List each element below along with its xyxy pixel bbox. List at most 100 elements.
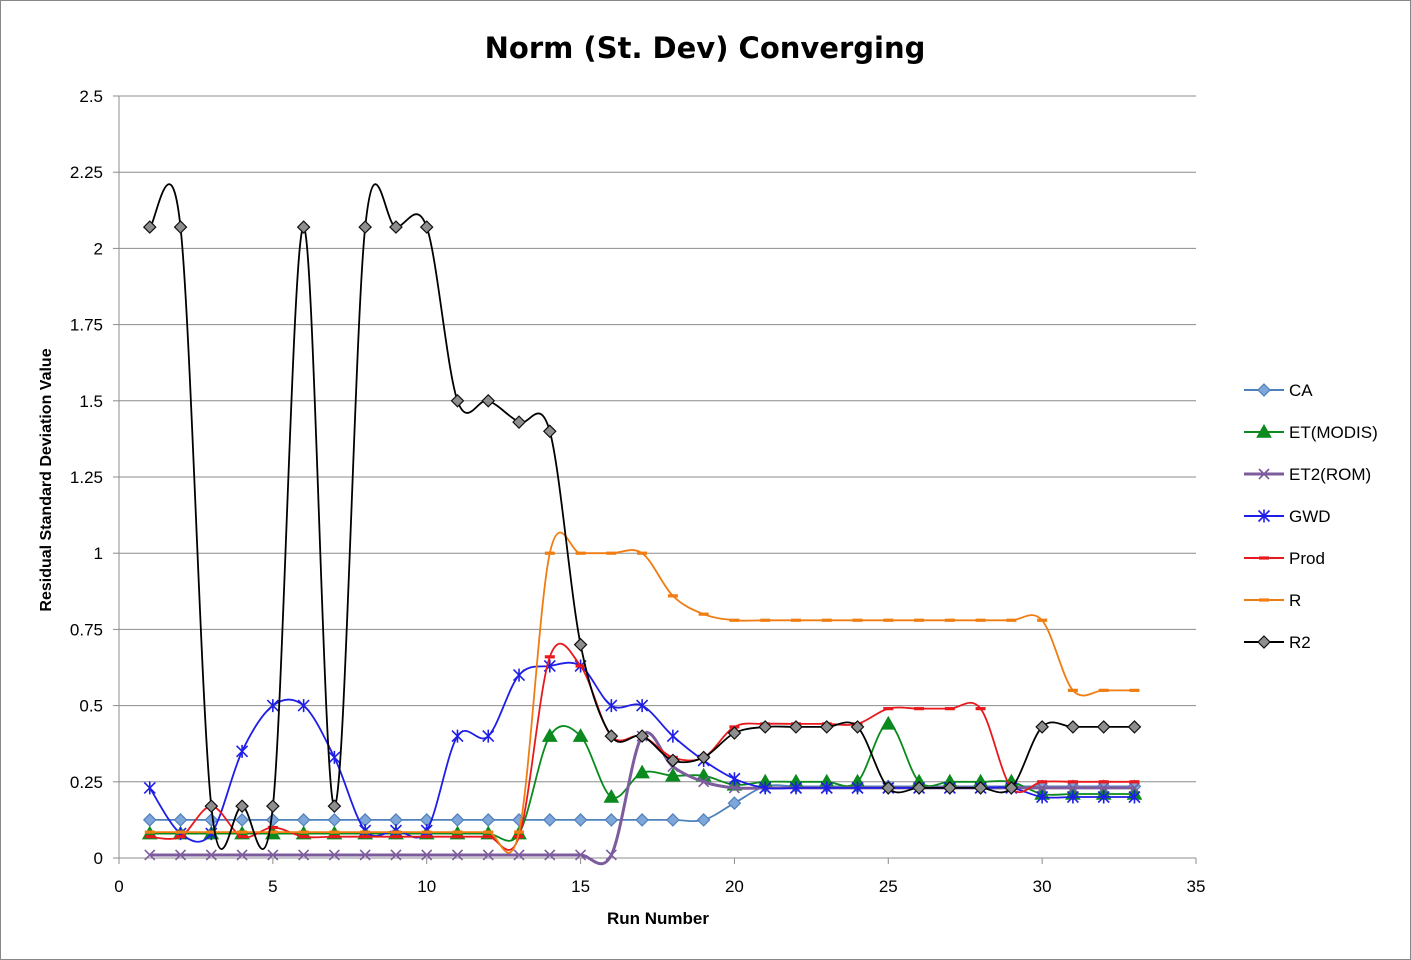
legend-marker	[1257, 383, 1271, 397]
data-point	[1097, 790, 1110, 804]
series-layer	[141, 183, 1143, 866]
data-point	[634, 764, 650, 779]
y-tick-label: 1	[94, 544, 103, 563]
data-point	[636, 699, 649, 713]
data-point	[975, 618, 986, 622]
data-point	[142, 220, 157, 234]
data-point	[852, 618, 863, 622]
data-point	[483, 830, 494, 834]
data-point	[666, 813, 680, 827]
data-point	[235, 799, 249, 814]
y-tick-label: 1.75	[70, 316, 103, 335]
data-point	[1066, 720, 1080, 734]
data-point	[728, 782, 740, 794]
data-point	[605, 849, 617, 861]
data-point	[204, 799, 219, 814]
series-r2	[142, 183, 1142, 850]
data-point	[1006, 618, 1017, 622]
data-point	[1128, 790, 1141, 804]
data-point	[881, 781, 896, 795]
data-point	[729, 618, 740, 622]
legend-item: GWD	[1244, 507, 1331, 526]
series-line	[149, 731, 1135, 866]
data-point	[573, 813, 588, 827]
data-point	[236, 744, 249, 758]
data-point	[696, 813, 711, 827]
legend-item: R	[1244, 591, 1301, 610]
data-point	[390, 849, 402, 861]
data-point	[1036, 782, 1048, 794]
data-point	[575, 551, 586, 555]
data-point	[513, 849, 525, 861]
data-point	[851, 781, 864, 795]
data-point	[759, 781, 772, 795]
data-point	[605, 699, 618, 713]
series-line	[149, 531, 1135, 854]
data-point	[483, 835, 494, 839]
data-point	[1096, 720, 1111, 734]
data-point	[359, 849, 371, 861]
series-line	[148, 183, 1135, 850]
y-tick-label: 2.25	[70, 163, 103, 182]
data-point	[667, 594, 678, 598]
x-axis-title: Run Number	[607, 909, 709, 928]
data-point	[450, 813, 465, 827]
data-point	[727, 796, 742, 810]
data-point	[973, 781, 988, 795]
data-point	[175, 830, 186, 834]
data-point	[328, 849, 340, 861]
data-point	[1037, 618, 1048, 622]
data-point	[1067, 688, 1078, 692]
data-point	[883, 618, 894, 622]
y-tick-label: 1.25	[70, 468, 103, 487]
data-point	[666, 753, 680, 768]
data-point	[419, 220, 434, 234]
data-point	[1127, 720, 1142, 734]
legend-marker	[1259, 556, 1269, 560]
data-point	[975, 707, 986, 711]
data-point	[544, 655, 555, 659]
data-point	[236, 849, 248, 861]
data-point	[1129, 780, 1140, 784]
data-point	[789, 720, 803, 734]
data-point	[727, 726, 742, 740]
legend-marker	[1256, 423, 1272, 438]
data-point	[1098, 780, 1109, 784]
data-point	[1004, 781, 1019, 795]
data-point	[514, 835, 525, 839]
x-tick-label: 20	[725, 877, 744, 896]
x-tick-label: 25	[879, 877, 898, 896]
data-point	[880, 715, 897, 730]
data-point	[544, 849, 556, 861]
data-point	[944, 618, 955, 622]
data-point	[482, 849, 494, 861]
data-point	[173, 813, 188, 827]
data-point	[481, 813, 496, 827]
data-point	[267, 849, 279, 861]
data-point	[883, 707, 894, 711]
data-point	[358, 220, 373, 234]
x-tick-label: 15	[571, 877, 590, 896]
data-point	[1098, 688, 1109, 692]
data-point	[635, 813, 649, 827]
data-point	[421, 835, 432, 839]
data-point	[328, 750, 341, 764]
legend-marker	[1259, 598, 1269, 602]
chart-title: Norm (St. Dev) Converging	[485, 31, 926, 65]
data-point	[572, 728, 589, 742]
data-point	[327, 813, 342, 827]
y-tick-label: 1.5	[79, 392, 103, 411]
data-point	[390, 835, 401, 839]
y-tick-label: 2.5	[79, 87, 103, 106]
data-point	[542, 813, 557, 827]
legend-item: CA	[1244, 381, 1313, 400]
data-point	[267, 825, 278, 830]
data-point	[512, 668, 526, 682]
data-point	[452, 835, 463, 839]
data-point	[604, 813, 619, 827]
data-point	[604, 729, 619, 743]
data-point	[266, 799, 280, 814]
data-point	[266, 699, 279, 713]
data-point	[175, 835, 186, 839]
legend-label: ET(MODIS)	[1289, 423, 1378, 442]
